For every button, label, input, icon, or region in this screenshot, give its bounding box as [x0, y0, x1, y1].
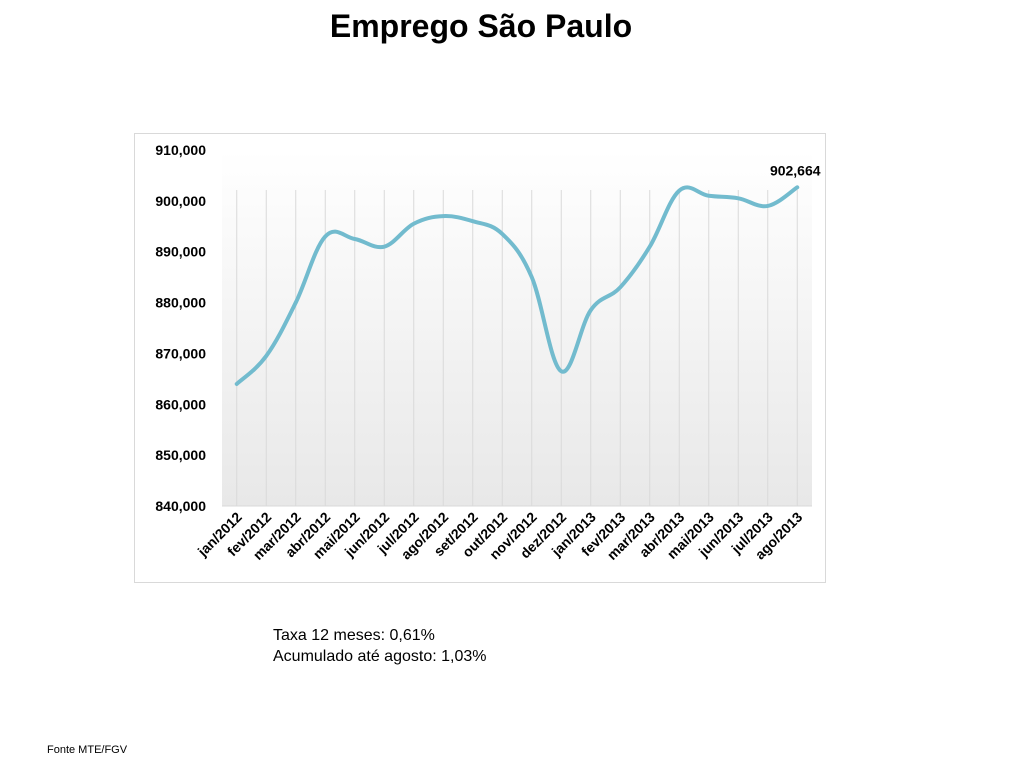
rate-12-months: Taxa 12 meses: 0,61% — [273, 627, 435, 644]
source-note: Fonte MTE/FGV — [47, 744, 128, 756]
data-point — [736, 196, 740, 200]
data-point — [500, 232, 504, 236]
y-tick-label: 880,000 — [155, 295, 206, 311]
series-line — [234, 185, 800, 386]
accumulated-rate: Acumulado até agosto: 1,03% — [273, 648, 487, 665]
chart-frame: 840,000 850,000 860,000 870,000 880,000 890,0… — [134, 133, 826, 583]
data-point — [589, 308, 593, 312]
data-point — [530, 275, 534, 279]
data-point — [559, 369, 563, 373]
chart-title: Emprego São Paulo — [329, 8, 633, 44]
stats-block: Taxa 12 meses: 0,61% Acumulado até agost… — [273, 625, 486, 667]
data-point — [471, 219, 475, 223]
data-point — [648, 245, 652, 249]
plot-area — [222, 150, 812, 506]
data-point — [795, 185, 799, 189]
data-point — [382, 245, 386, 249]
y-tick-label: 840,000 — [155, 498, 206, 514]
data-point — [264, 354, 268, 358]
data-point — [294, 301, 298, 305]
y-tick-label: 850,000 — [155, 447, 206, 463]
data-point — [323, 234, 327, 238]
data-point — [412, 222, 416, 226]
data-point — [618, 285, 622, 289]
data-label: 902,664 — [770, 162, 821, 178]
y-tick-label: 890,000 — [155, 244, 206, 260]
data-point — [677, 189, 681, 193]
data-point — [766, 204, 770, 208]
data-point — [353, 237, 357, 241]
data-point — [707, 194, 711, 198]
data-point — [441, 214, 445, 218]
y-tick-label: 900,000 — [155, 193, 206, 209]
y-tick-label: 910,000 — [155, 142, 206, 158]
data-point — [235, 382, 239, 386]
line-chart: 840,000 850,000 860,000 870,000 880,000 890,0… — [155, 142, 821, 563]
y-tick-label: 870,000 — [155, 345, 206, 361]
y-tick-label: 860,000 — [155, 396, 206, 412]
